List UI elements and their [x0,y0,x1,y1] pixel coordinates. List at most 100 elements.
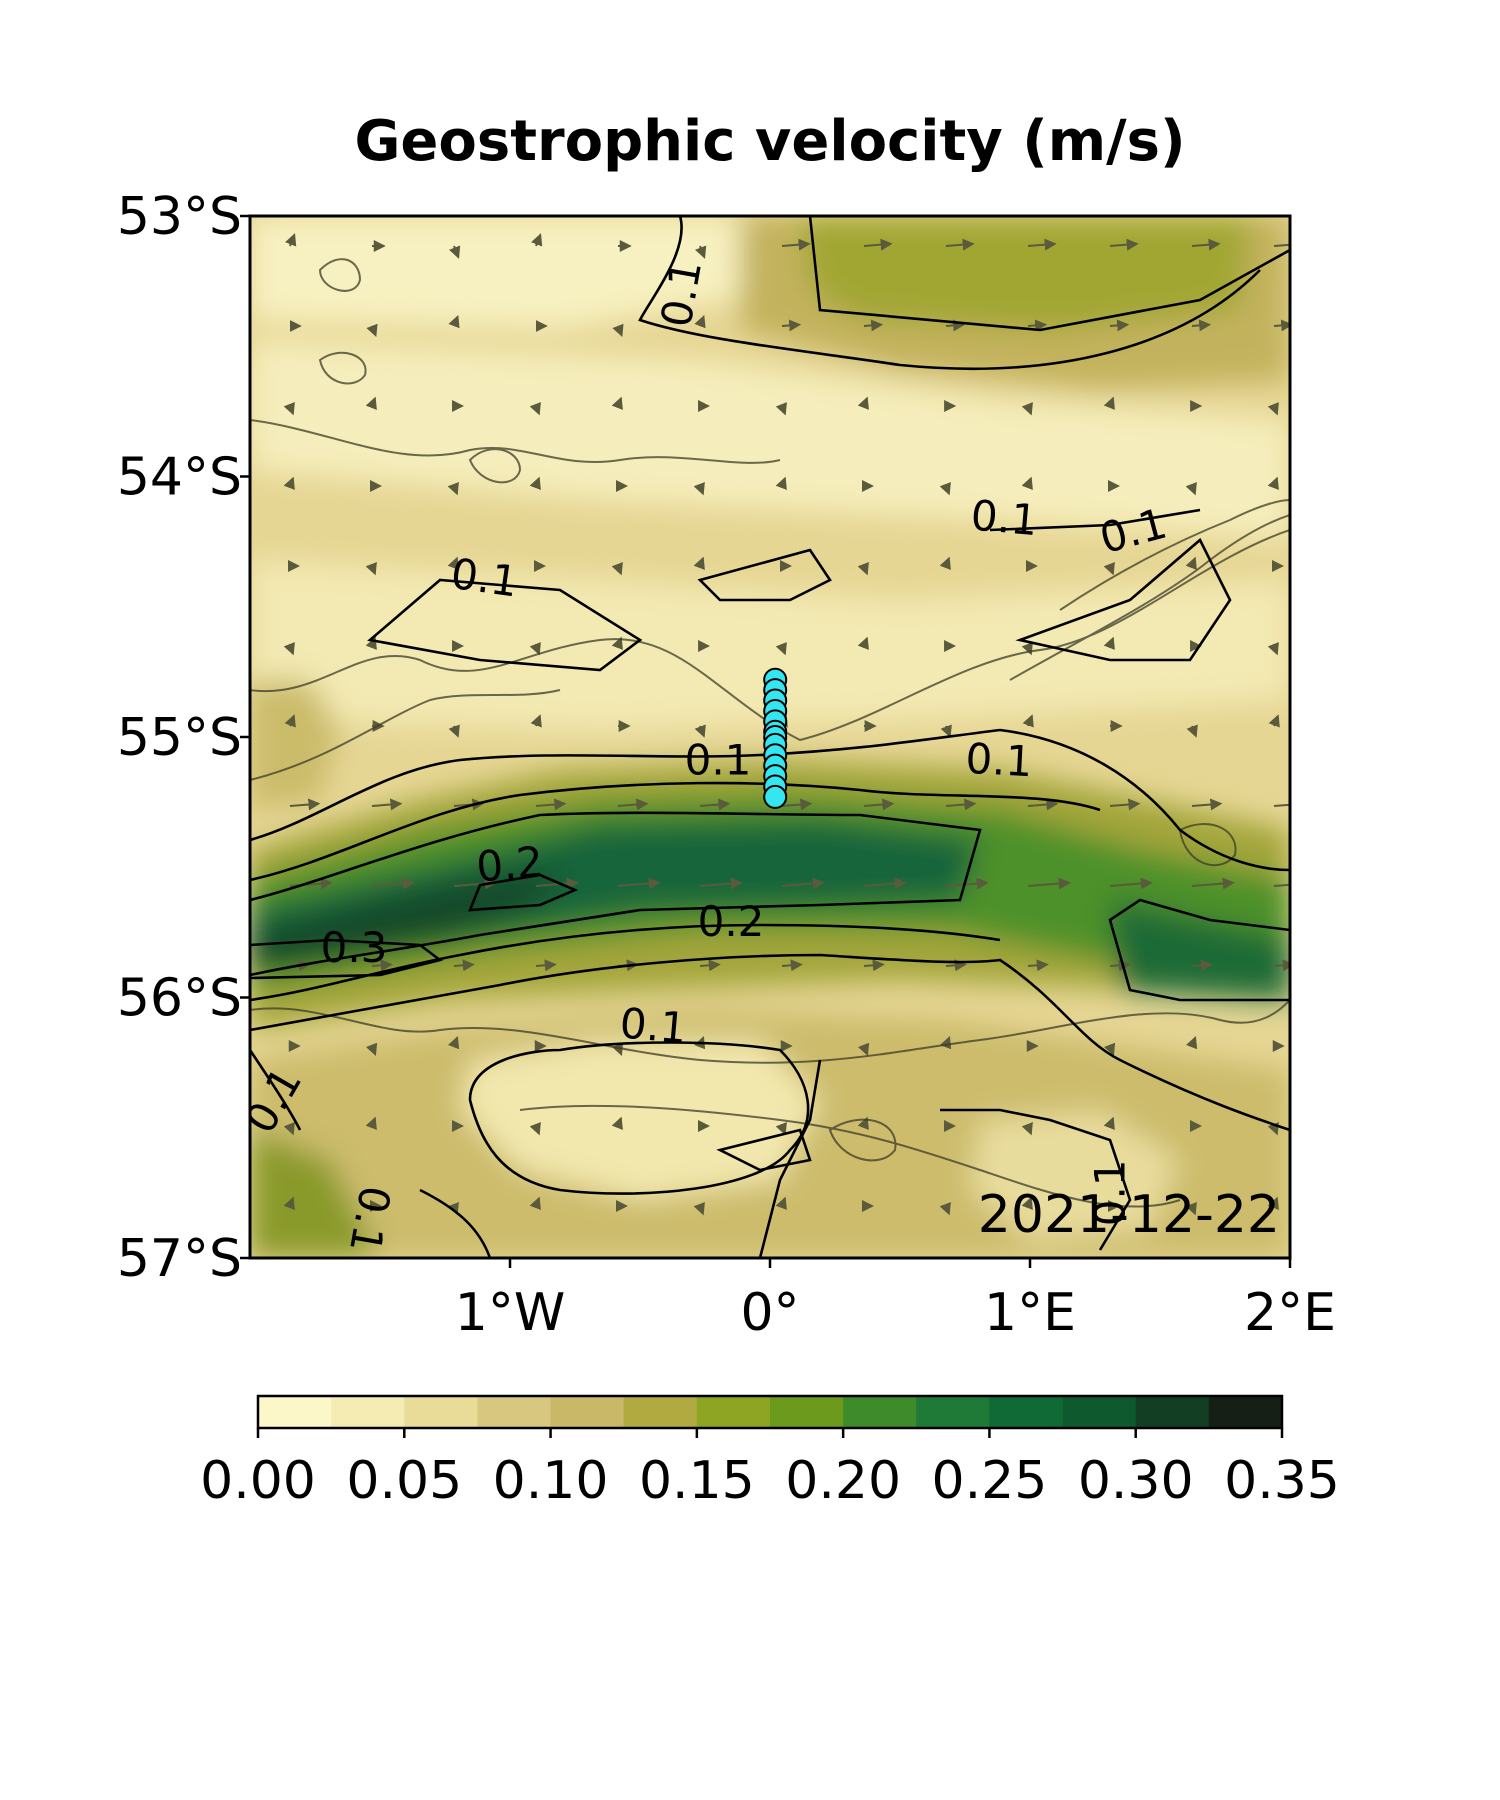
velocity-arrow [1191,877,1235,890]
field-patch-main-jet-darkest [250,870,560,970]
lat-tick-label: 57°S [117,1229,242,1289]
colorbar-step [477,1396,552,1428]
colorbar-tick-label: 0.20 [785,1451,901,1511]
velocity-arrow [1109,798,1141,811]
chart-title: Geostrophic velocity (m/s) [354,109,1185,174]
velocity-arrow [695,245,707,259]
velocity-arrow [857,396,869,410]
velocity-arrow [1185,481,1197,496]
velocity-arrow [371,798,403,811]
contour-0.2-small-box [468,873,579,912]
colorbar-step [696,1396,771,1428]
contour-0.1-west-box [367,578,643,672]
velocity-arrow [699,959,721,972]
velocity-arrow [945,319,966,332]
velocity-arrow [365,561,377,576]
velocity-arrow [857,561,869,576]
contour-0.1-southeast [940,1108,1132,1251]
velocity-arrow [1027,959,1049,972]
colorbar-tick-label: 0.00 [200,1451,316,1511]
contour-label: 0.1 [651,256,711,330]
bathymetry-contour-eddy-b [468,448,522,484]
bathymetry-contour-north-a [250,419,781,464]
colorbar-tick-label: 0.05 [346,1451,462,1511]
velocity-arrow [775,642,787,656]
velocity-arrow [617,877,661,890]
velocity-arrow [1021,402,1033,416]
lat-tick-label: 53°S [117,187,242,247]
velocity-arrow [945,238,975,251]
contour-0.3-core [250,938,443,980]
latitude-ticks: 53°S 54°S 55°S 56°S 57°S [117,187,250,1289]
lon-tick-label: 2°E [1244,1283,1336,1343]
velocity-arrow [863,959,885,972]
colorbar-tick-label: 0.30 [1078,1451,1194,1511]
velocity-arrow [699,877,743,890]
velocity-arrow [775,1121,787,1136]
velocity-arrow [693,1201,705,1216]
velocity-arrow [1185,556,1197,571]
velocity-arrow [617,798,649,811]
velocity-arrow [1191,959,1213,972]
map-panel: 0.10.10.1 0.10.1 0.10.20.20.30.10.10.10.1 … [250,216,1290,1258]
velocity-arrow [1021,476,1033,491]
velocity-arrow [775,476,787,491]
velocity-arrow [448,314,460,329]
field-patch-pale-north [250,216,820,330]
velocity-arrow [1027,319,1048,332]
velocity-arrow [781,877,825,890]
velocity-arrow [775,402,787,416]
velocity-arrow [371,959,393,972]
velocity-arrow [535,877,579,890]
colorbar-step [916,1396,991,1428]
velocity-arrow [448,724,460,738]
colorbar-step [550,1396,625,1428]
velocity-arrow [611,1116,623,1131]
contour-0.1-southwest-a [250,1049,302,1131]
colorbar-tick-label: 0.25 [932,1451,1048,1511]
velocity-arrow [1109,959,1131,972]
contour-0.1-center-box [697,548,832,602]
bathymetry-contour-eddy-c [318,351,367,385]
lon-tick-label: 1°E [984,1283,1076,1343]
velocity-arrow [1267,402,1279,416]
velocity-arrow [1021,1121,1033,1136]
velocity-arrow [1027,798,1059,811]
contour-0.1-east-box [1015,537,1232,662]
velocity-arrow [531,233,543,247]
date-label: 2021-12-22 [978,1185,1280,1245]
contour-0.15-main-south [250,923,1001,1002]
contour-label: 0.2 [698,897,765,946]
velocity-arrow [1027,238,1057,251]
velocity-arrow [530,714,542,728]
colorbar-step [404,1396,479,1428]
contour-0.1-south-small [716,1128,812,1172]
velocity-arrow [529,1196,541,1211]
velocity-arrow [945,877,989,890]
field-patch-pale-middle [250,560,1290,730]
velocity-arrow [1103,561,1115,576]
colorbar-step [258,1396,332,1428]
colorbar-step [331,1396,405,1428]
velocity-arrow [1103,1116,1115,1131]
field-patch-east-jet-core [1110,900,1290,1000]
velocity-arrow [1267,1196,1279,1211]
station-points [763,667,788,809]
velocity-arrow [611,561,623,576]
contour-0.15-main-north [250,781,1101,882]
contour-label: 0.1 [964,734,1033,786]
velocity-arrow [285,233,297,247]
colorbar: 0.00 0.05 0.10 0.15 0.20 0.25 0.30 0.35 [200,1394,1340,1511]
lat-tick-label: 54°S [117,448,242,508]
contour-0.1-main-north [250,728,1290,872]
colorbar-tick-label: 0.10 [493,1451,609,1511]
velocity-arrow [1273,319,1290,332]
contour-0.1-southwest-b [419,1188,492,1258]
velocity-arrow [781,319,802,332]
speed-contours [250,216,1290,1258]
velocity-arrow [1109,238,1139,251]
bathymetry-contour-south-a [250,999,1290,1064]
velocity-arrow [371,877,415,890]
contour-label: 0.1 [969,490,1040,545]
colorbar-frame [256,1394,1284,1430]
